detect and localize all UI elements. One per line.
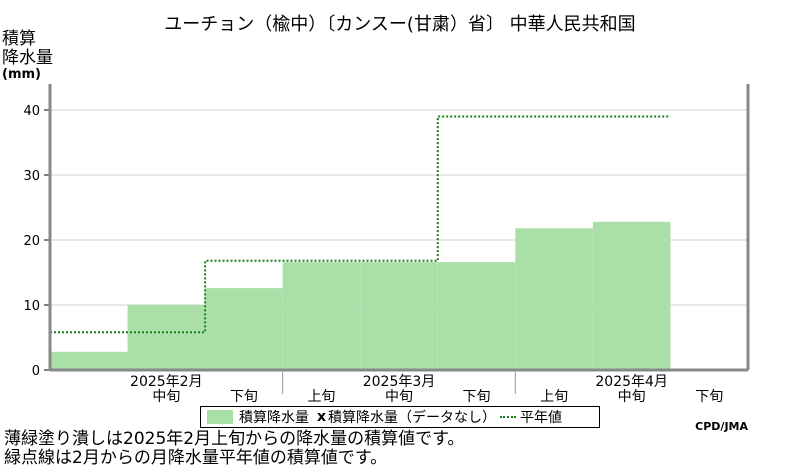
month-label: 2025年3月 (363, 374, 436, 390)
period-label: 中旬 (618, 389, 646, 405)
y-axis-label-line1: 積算 (2, 29, 36, 49)
accumulated-bar (127, 305, 206, 370)
y-tick-label: 20 (23, 234, 40, 249)
legend-swatch-fill (207, 410, 233, 424)
period-label: 中旬 (152, 389, 180, 405)
period-label: 上旬 (307, 389, 335, 405)
period-label: 中旬 (385, 389, 413, 405)
accumulated-bar (282, 262, 361, 370)
notes: 薄緑塗り潰しは2025年2月上旬からの降水量の積算値です。 緑点線は2月からの月… (4, 430, 464, 468)
y-tick-label: 30 (23, 169, 40, 184)
y-tick-label: 0 (32, 364, 40, 379)
accumulated-bar (50, 351, 128, 370)
accumulated-bar (360, 262, 438, 370)
y-axis-unit: (mm) (2, 67, 41, 82)
y-axis-label: 積算 降水量 (mm) (2, 30, 53, 82)
legend-label-nodata: 積算降水量（データなし） (328, 410, 497, 426)
credit-text: CPD/JMA (695, 420, 748, 433)
note-line-2: 緑点線は2月からの月降水量平年値の積算値です。 (4, 448, 388, 468)
period-label: 下旬 (463, 389, 491, 405)
accumulated-bar (515, 228, 593, 370)
accumulated-bar (437, 262, 516, 370)
legend-label-normal: 平年値 (520, 410, 563, 426)
legend-label-accumulated: 積算降水量 (239, 410, 309, 426)
legend-swatch-dotted (500, 416, 517, 418)
period-label: 下旬 (695, 389, 723, 405)
period-label: 下旬 (230, 389, 258, 405)
y-tick-label: 10 (23, 299, 40, 314)
accumulated-bar (205, 288, 283, 370)
month-label: 2025年2月 (130, 374, 203, 390)
y-axis-label-line2: 降水量 (2, 48, 53, 68)
legend: 積算降水量 x 積算降水量（データなし） 平年値 (200, 406, 600, 428)
note-line-1: 薄緑塗り潰しは2025年2月上旬からの降水量の積算値です。 (4, 429, 465, 449)
legend-marker-x: x (317, 409, 327, 425)
month-label: 2025年4月 (595, 374, 668, 390)
period-label: 上旬 (540, 389, 568, 405)
y-tick-label: 40 (23, 104, 40, 119)
chart-title: ユーチョン（楡中）〔カンスー(甘粛）省〕 中華人民共和国 (164, 14, 636, 35)
normal-step-line (50, 115, 671, 334)
accumulated-bar (592, 221, 671, 370)
